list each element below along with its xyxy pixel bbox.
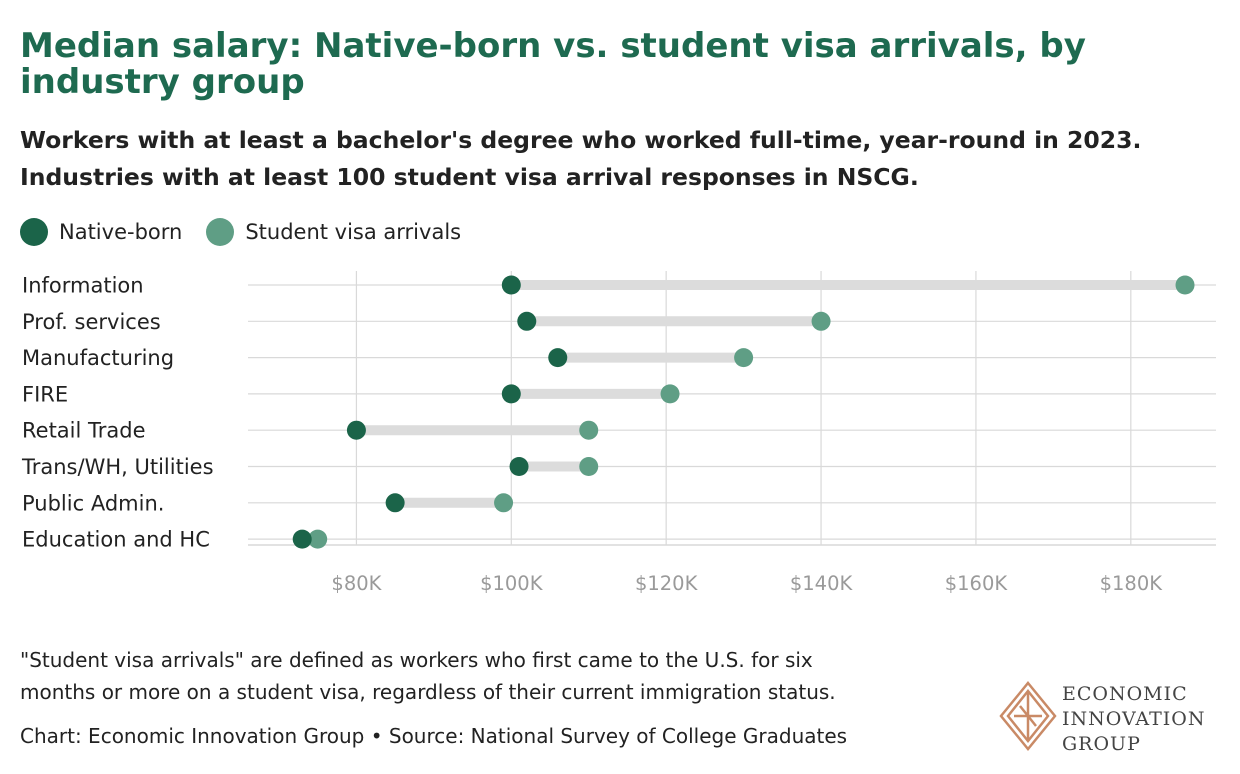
note-line-2: months or more on a student visa, regard… <box>20 680 836 704</box>
legend-item-student-visa: Student visa arrivals <box>206 218 461 246</box>
student-visa-point <box>811 311 831 331</box>
category-label: Manufacturing <box>22 346 174 370</box>
native-born-point <box>501 384 521 404</box>
category-label: FIRE <box>22 382 68 406</box>
x-tick-label: $160K <box>945 572 1009 595</box>
logo-line-3: GROUP <box>1062 733 1141 755</box>
legend-swatch-native-born <box>20 218 48 246</box>
x-tick-label: $100K <box>480 572 544 595</box>
native-born-point <box>385 493 405 513</box>
diamond-logo-icon <box>999 681 1057 751</box>
dumbbell-chart: $80K $100K $120K $140K $160K $180K Information… <box>21 271 1216 595</box>
category-label: Trans/WH, Utilities <box>21 455 214 479</box>
student-visa-point <box>734 348 754 368</box>
category-label: Education and HC <box>22 528 210 552</box>
native-born-point <box>346 420 366 440</box>
x-tick-label: $140K <box>790 572 854 595</box>
student-visa-point <box>660 384 680 404</box>
x-tick-label: $120K <box>635 572 699 595</box>
eig-logo: ECONOMIC INNOVATION GROUP <box>998 680 1228 760</box>
chart-title: Median salary: Native-born vs. student v… <box>20 26 1086 102</box>
native-born-point <box>292 529 312 549</box>
legend-swatch-student-visa <box>206 218 235 246</box>
student-visa-point <box>494 493 514 513</box>
logo-line-1: ECONOMIC <box>1062 683 1188 705</box>
x-tick-label: $180K <box>1100 572 1164 595</box>
chart-credit: Chart: Economic Innovation Group • Sourc… <box>20 724 848 748</box>
category-label: Information <box>22 274 144 298</box>
student-visa-point <box>579 457 599 476</box>
subtitle-line-1: Workers with at least a bachelor's degre… <box>20 126 1142 154</box>
logo-wordmark: ECONOMIC INNOVATION GROUP <box>1062 682 1206 757</box>
chart-subtitle: Workers with at least a bachelor's degre… <box>20 122 1220 196</box>
legend-item-native-born: Native-born <box>20 218 182 246</box>
logo-line-2: INNOVATION <box>1062 708 1206 730</box>
category-label: Prof. services <box>22 310 161 334</box>
native-born-point <box>509 457 529 476</box>
note-line-1: "Student visa arrivals" are defined as w… <box>20 648 813 672</box>
subtitle-line-2: Industries with at least 100 student vis… <box>20 163 919 191</box>
category-label: Retail Trade <box>22 419 146 443</box>
native-born-point <box>501 275 521 295</box>
native-born-point <box>517 311 537 331</box>
legend: Native-born Student visa arrivals <box>20 217 485 247</box>
student-visa-point <box>1175 275 1195 295</box>
native-born-point <box>548 348 568 368</box>
student-visa-point <box>308 529 328 549</box>
category-label: Public Admin. <box>22 491 164 515</box>
chart-note: "Student visa arrivals" are defined as w… <box>20 644 960 708</box>
legend-label-native-born: Native-born <box>59 220 183 244</box>
student-visa-point <box>579 420 599 440</box>
legend-label-student-visa: Student visa arrivals <box>245 220 462 244</box>
x-tick-label: $80K <box>331 572 382 595</box>
